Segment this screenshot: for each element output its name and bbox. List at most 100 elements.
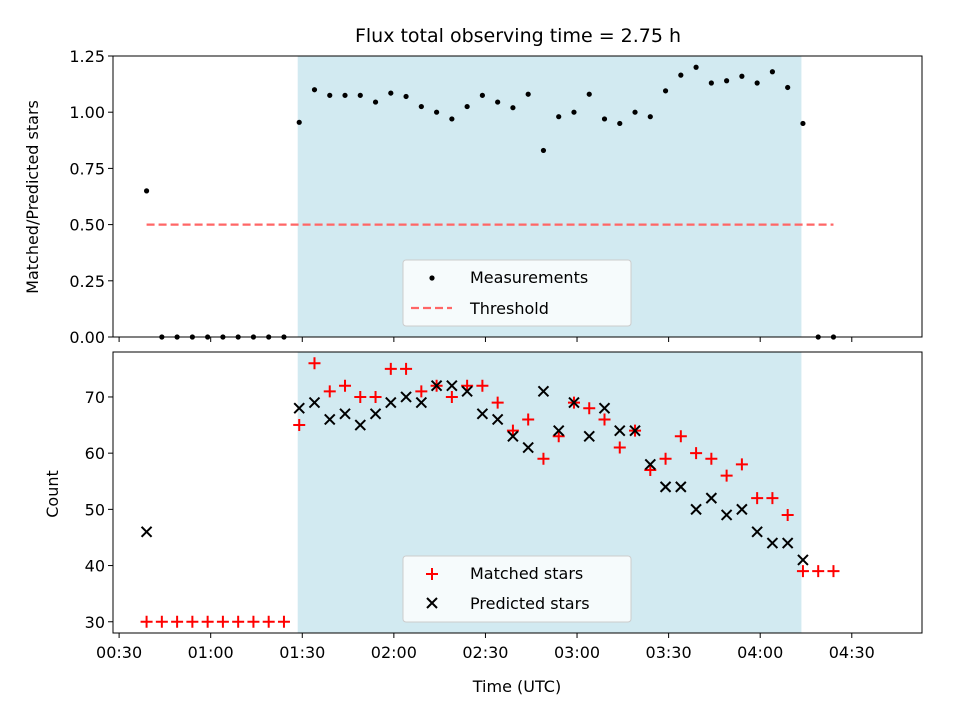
background-layer: [297, 56, 802, 633]
top-point-measurement: [143, 188, 150, 194]
bottom-point-matched: [720, 469, 733, 482]
top-point-measurement: [800, 120, 806, 127]
bottom-point-matched: [140, 615, 153, 628]
bottom-point-matched: [339, 379, 352, 392]
top-point-measurement: [327, 92, 333, 98]
top-point-measurement: [510, 105, 516, 111]
bottom-point-matched: [308, 357, 321, 370]
bottom-point-predicted: [308, 396, 321, 409]
top-point-measurement: [495, 99, 501, 105]
top-ytick-label: 0.25: [69, 272, 105, 291]
bottom-point-predicted: [690, 503, 702, 516]
legend-predicted-marker: [426, 597, 438, 609]
xtick-label: 02:00: [371, 643, 417, 662]
bottom-point-matched: [277, 615, 290, 628]
top-point-measurement: [724, 78, 730, 84]
top-point-measurement: [388, 90, 394, 96]
bottom-point-matched: [293, 419, 306, 432]
bottom-point-matched: [323, 385, 336, 398]
top-point-measurement: [601, 116, 608, 122]
bottom-point-predicted: [598, 402, 611, 414]
bottom-point-matched: [491, 396, 504, 409]
bottom-point-matched: [659, 452, 672, 465]
bottom-point-predicted: [781, 537, 794, 549]
bottom-point-predicted: [553, 424, 565, 437]
xtick-label: 04:00: [737, 643, 783, 662]
top-point-measurement: [708, 80, 714, 86]
bottom-point-matched: [690, 447, 703, 460]
top-point-measurement: [678, 72, 684, 78]
bottom-point-predicted: [461, 385, 473, 398]
bottom-point-predicted: [537, 385, 550, 398]
bottom-point-predicted: [385, 396, 397, 409]
bottom-point-matched: [369, 390, 382, 403]
bottom-point-matched: [400, 362, 413, 375]
legend-measurements-marker: [429, 275, 435, 281]
top-point-measurement: [357, 92, 363, 98]
bottom-point-predicted: [614, 424, 626, 437]
bottom-point-predicted: [400, 391, 412, 403]
bottom-point-matched: [735, 458, 748, 471]
bottom-point-predicted: [324, 413, 336, 426]
xtick-label: 01:30: [279, 643, 325, 662]
bottom-point-predicted: [766, 537, 779, 549]
top-point-measurement: [662, 88, 669, 94]
top-ytick-label: 0.75: [69, 159, 105, 178]
top-point-measurement: [586, 91, 592, 97]
top-point-measurement: [449, 116, 455, 122]
bottom-point-predicted: [354, 419, 366, 431]
chart-title: Flux total observing time = 2.75 h: [355, 25, 681, 47]
xlabel: Time (UTC): [472, 677, 561, 696]
bottom-point-matched: [384, 362, 397, 375]
bottom-point-predicted: [720, 509, 733, 521]
top-point-measurement: [403, 93, 409, 100]
xtick-label: 01:00: [188, 643, 234, 662]
bottom-point-matched: [354, 390, 367, 403]
top-point-measurement: [372, 99, 379, 105]
bottom-point-predicted: [797, 554, 809, 566]
bottom-point-predicted: [476, 408, 489, 420]
legend-matched-label: Matched stars: [470, 564, 583, 583]
bottom-point-predicted: [751, 526, 763, 538]
bottom-axes-frame: [112, 351, 923, 634]
bottom-point-predicted: [583, 430, 595, 443]
bottom-ytick-label: 40: [85, 557, 105, 576]
top-legend: Measurements Threshold: [402, 259, 632, 327]
top-point-measurement: [754, 80, 760, 86]
bottom-point-matched: [537, 452, 550, 465]
bottom-point-predicted: [522, 441, 534, 454]
bottom-point-predicted: [675, 481, 687, 493]
top-point-measurement: [693, 64, 699, 70]
bottom-point-matched: [705, 452, 718, 465]
bottom-point-matched: [476, 379, 489, 392]
top-point-measurement: [617, 120, 623, 127]
bottom-point-predicted: [644, 458, 657, 471]
marks-layer: [140, 64, 840, 628]
bottom-point-matched: [247, 615, 260, 628]
top-point-measurement: [739, 73, 745, 79]
top-ytick-label: 0.00: [69, 328, 105, 347]
bottom-point-matched: [598, 413, 611, 426]
top-point-measurement: [556, 114, 562, 120]
bottom-point-matched: [796, 565, 809, 578]
bottom-point-matched: [613, 441, 626, 454]
top-point-measurement: [525, 91, 531, 97]
bottom-point-predicted: [736, 503, 748, 516]
bottom-point-matched: [751, 492, 764, 505]
legend-predicted-label: Predicted stars: [470, 594, 590, 613]
bottom-point-matched: [216, 615, 229, 628]
bottom-point-matched: [415, 385, 428, 398]
top-point-measurement: [342, 92, 348, 98]
bottom-point-matched: [644, 464, 657, 477]
xtick-label: 00:30: [96, 643, 142, 662]
top-point-measurement: [769, 69, 776, 75]
xtick-label: 04:30: [829, 643, 875, 662]
top-point-measurement: [464, 103, 470, 110]
xtick-label: 03:30: [646, 643, 692, 662]
bottom-point-matched: [186, 615, 199, 628]
top-axes-frame: [112, 55, 923, 338]
bottom-point-matched: [522, 413, 535, 426]
top-ylabel: Matched/Predicted stars: [23, 100, 42, 294]
bottom-point-predicted: [430, 380, 443, 392]
